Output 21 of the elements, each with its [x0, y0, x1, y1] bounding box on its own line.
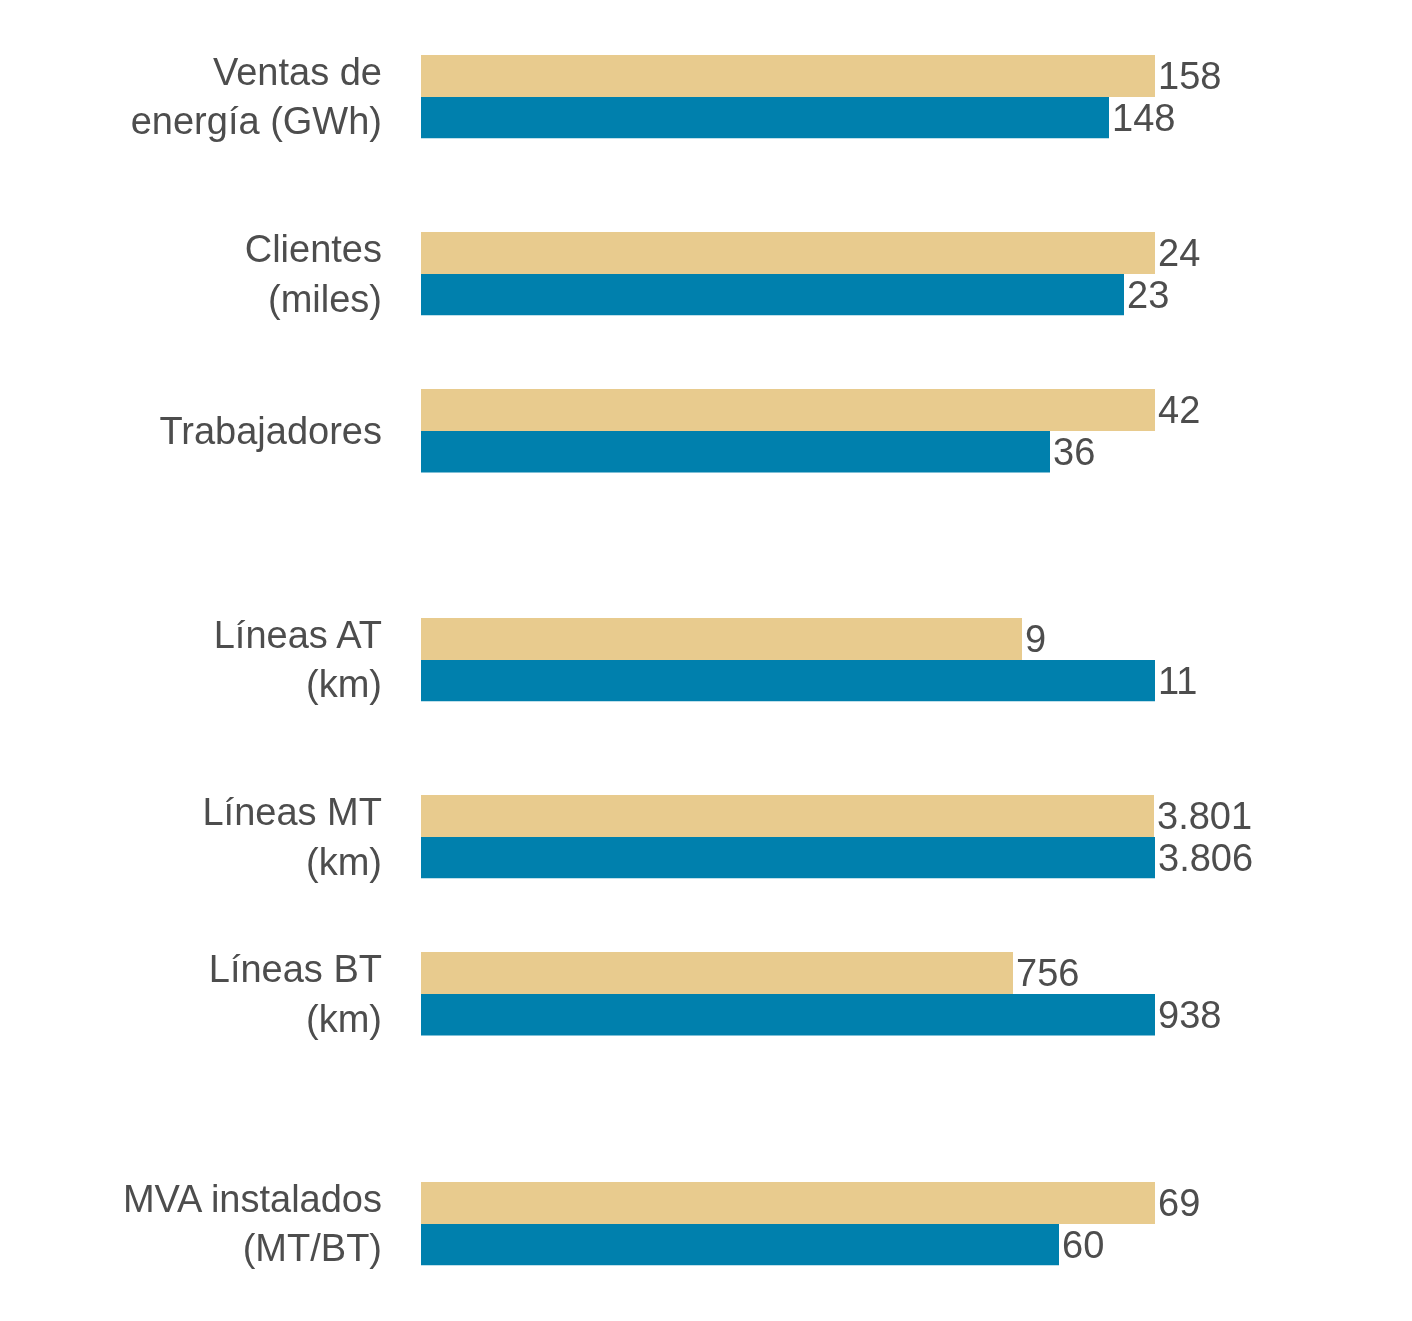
data-label: 69 [1158, 1181, 1201, 1224]
y-tick-label: Clientes (miles) [244, 228, 382, 320]
y-tick-label: MVA instalados (MT/BT) [122, 1178, 382, 1270]
data-label: 9 [1025, 617, 1047, 660]
y-tick-label: Líneas BT (km) [208, 948, 382, 1040]
y-tick-label: Trabajadores [159, 410, 382, 453]
data-label: 42 [1158, 388, 1201, 431]
data-label: 756 [1016, 951, 1080, 994]
data-label: 11 [1158, 659, 1198, 702]
data-label: 148 [1112, 96, 1176, 139]
y-tick-label: Ventas de energía (GWh) [130, 51, 382, 143]
data-label: 36 [1053, 430, 1096, 473]
data-label: 3.801 [1157, 794, 1253, 837]
data-label: 938 [1158, 993, 1222, 1036]
data-label: 158 [1158, 54, 1222, 97]
data-label: 60 [1062, 1223, 1105, 1266]
data-label: 23 [1127, 273, 1170, 316]
y-tick-label: Líneas MT (km) [202, 791, 382, 883]
data-label: 24 [1158, 231, 1201, 274]
data-label: 3.806 [1158, 836, 1254, 879]
y-tick-label: Líneas AT (km) [213, 614, 382, 706]
